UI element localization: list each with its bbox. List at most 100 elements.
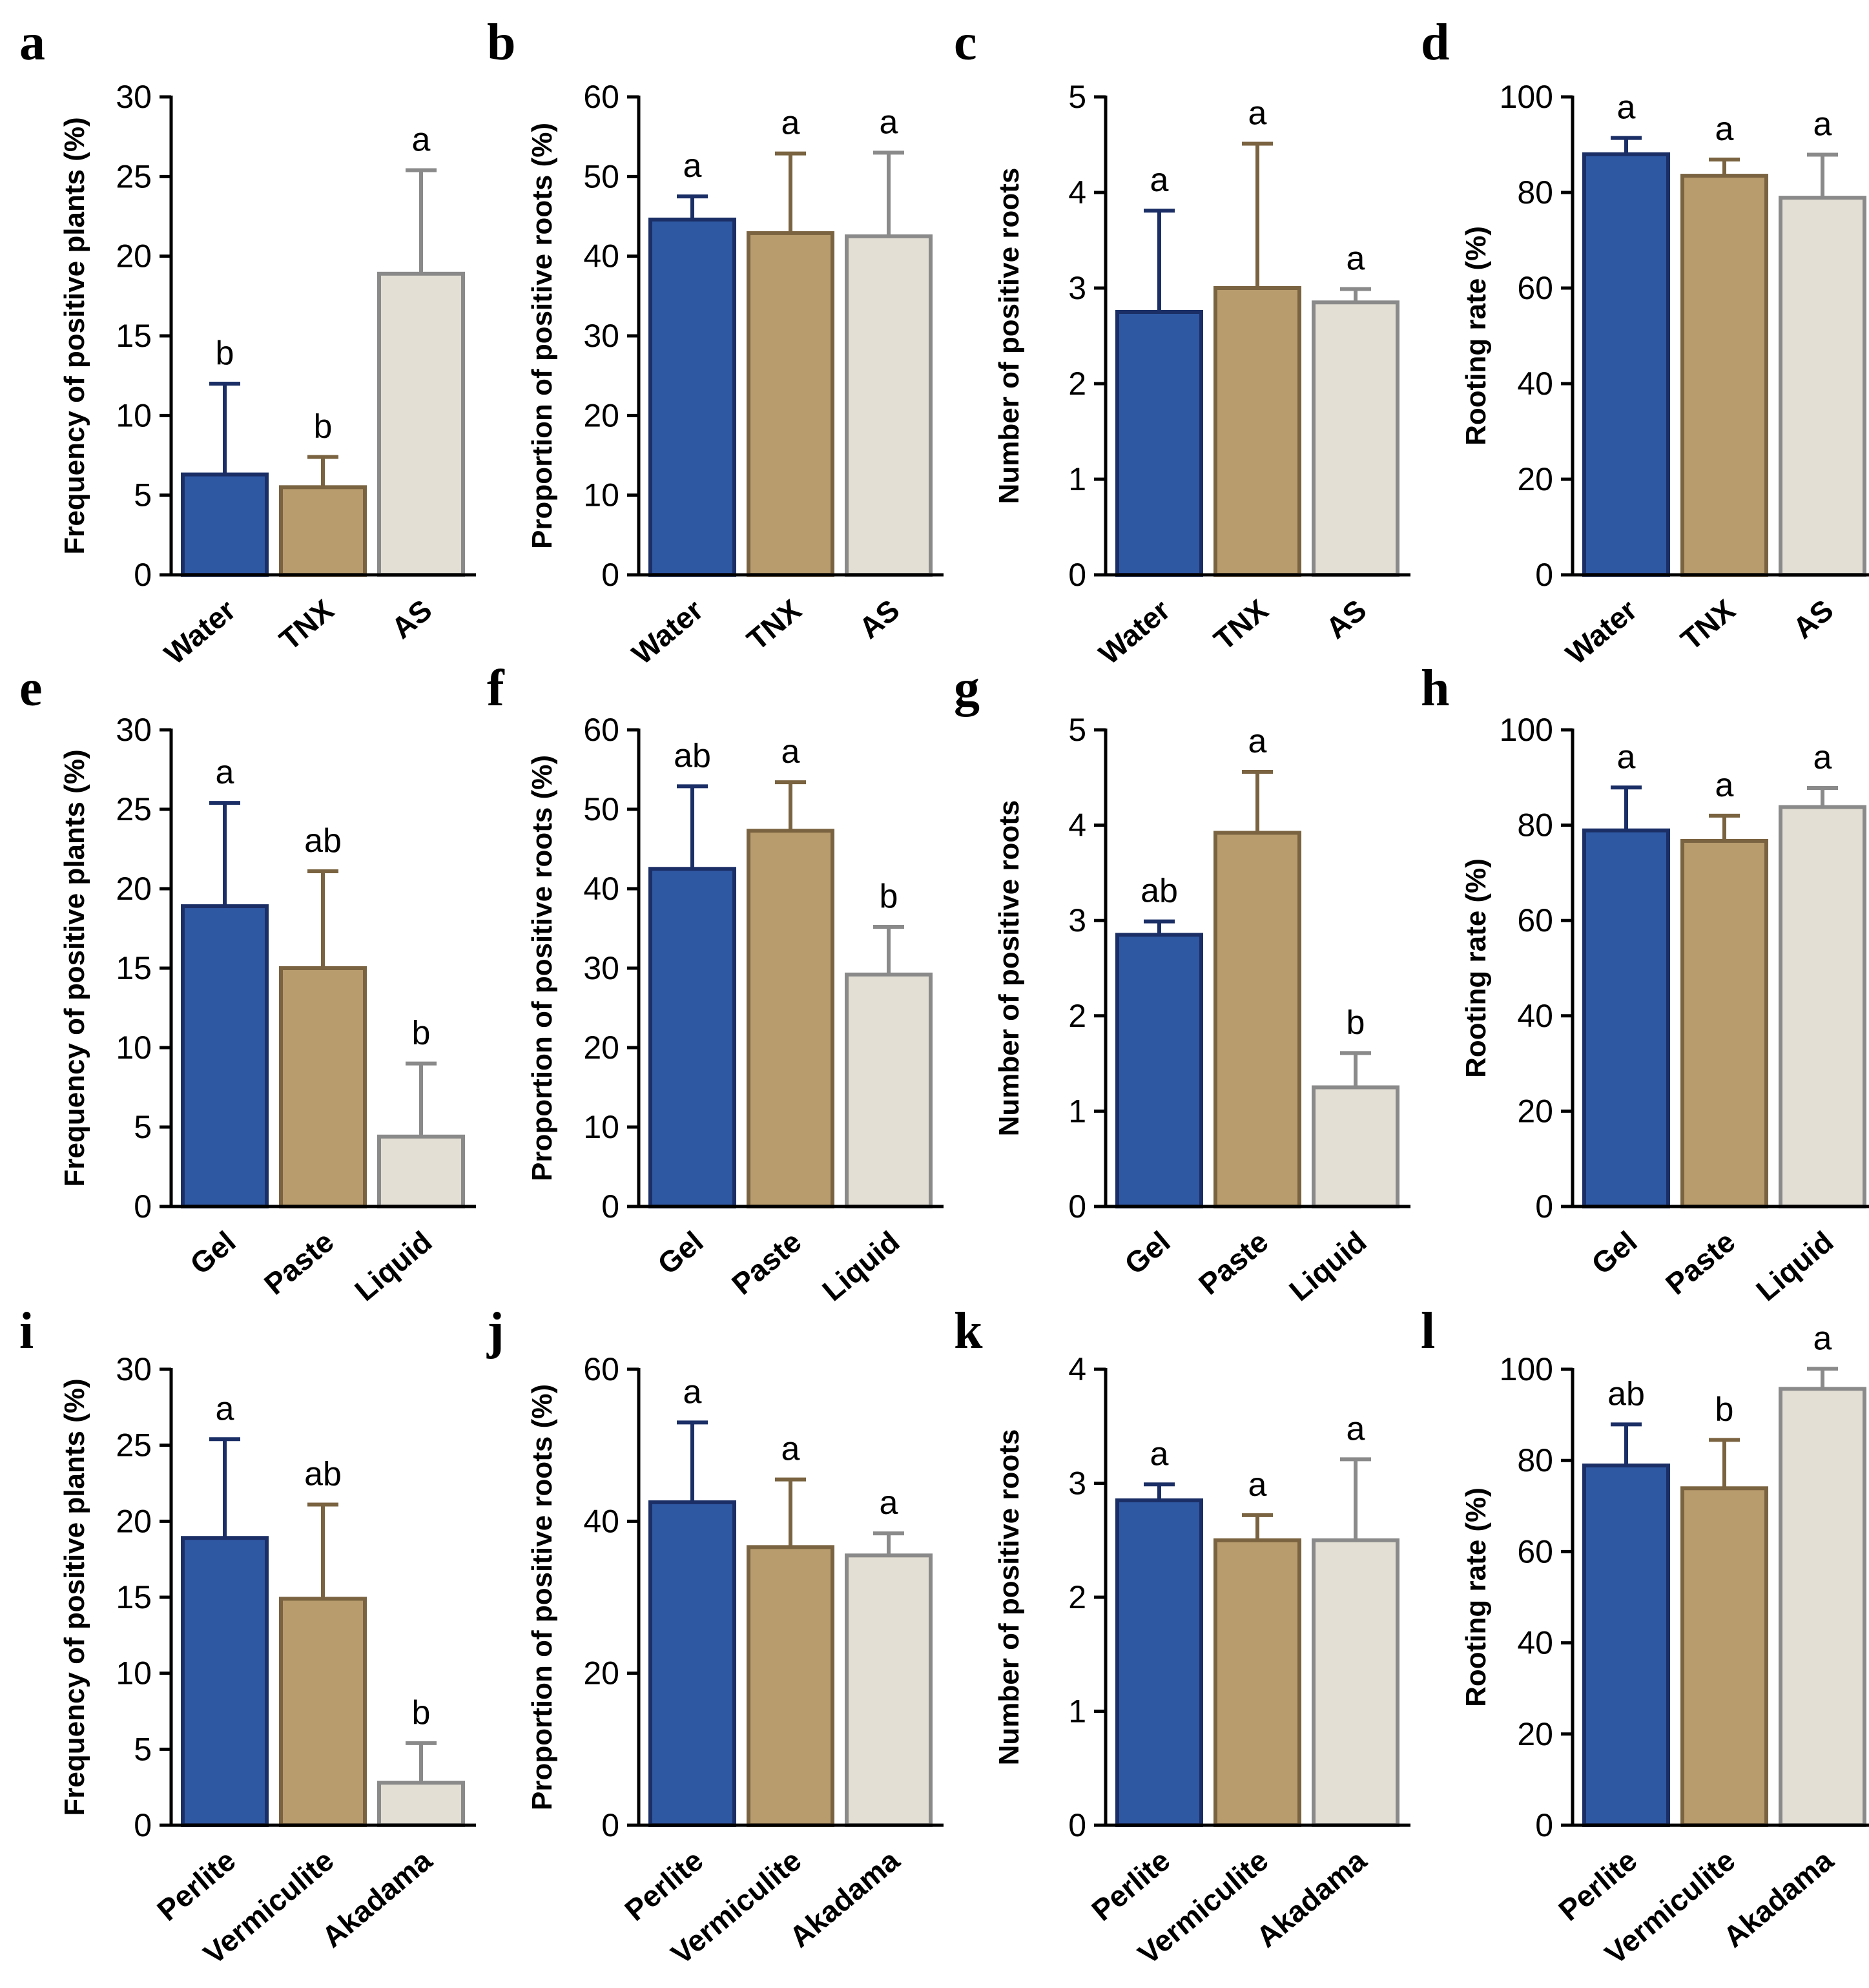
bar-gel xyxy=(648,867,736,1208)
y-tick-label: 2 xyxy=(1068,366,1086,402)
significance-letter: a xyxy=(1617,89,1636,127)
y-tick-label: 10 xyxy=(116,1030,152,1066)
x-tick-label: Paste xyxy=(1192,1225,1274,1301)
panel-e: e 0 5 10 15 20 25 30 Frequency of positive plant… xyxy=(19,660,476,1307)
x-tick-label: AS xyxy=(1786,593,1839,645)
y-tick-label: 10 xyxy=(116,1655,152,1692)
panel-letter: d xyxy=(1421,14,1450,71)
significance-letter: a xyxy=(781,105,800,142)
x-tick-label: Liquid xyxy=(348,1225,438,1308)
bar-akadama xyxy=(377,1781,465,1828)
significance-letter: ab xyxy=(304,1455,342,1493)
x-tick-label: Gel xyxy=(651,1225,709,1281)
y-tick-label: 5 xyxy=(1068,79,1086,115)
y-tick-label: 0 xyxy=(1068,1188,1086,1225)
bar-perlite xyxy=(648,1500,736,1828)
y-tick-label: 20 xyxy=(583,1655,619,1692)
y-axis-label: Proportion of positive roots (%) xyxy=(526,1384,558,1810)
y-tick-label: 30 xyxy=(583,318,619,354)
significance-letter: a xyxy=(880,1484,898,1522)
y-tick-label: 25 xyxy=(116,158,152,194)
y-axis-label: Proportion of positive roots (%) xyxy=(526,123,558,549)
y-tick-label: 20 xyxy=(116,1503,152,1539)
significance-letter: a xyxy=(683,147,702,185)
bar-liquid xyxy=(845,972,933,1208)
significance-letter: b xyxy=(1347,1004,1365,1041)
y-tick-label: 30 xyxy=(583,950,619,986)
y-tick-label: 80 xyxy=(1517,1442,1553,1478)
x-tick-label: Paste xyxy=(258,1225,340,1301)
y-tick-label: 1 xyxy=(1068,461,1086,497)
y-tick-label: 60 xyxy=(583,79,619,115)
x-tick-label: Water xyxy=(1559,593,1643,671)
significance-letter: ab xyxy=(304,822,342,860)
significance-letter: a xyxy=(1813,106,1832,143)
x-tick-label: Akadama xyxy=(315,1843,438,1954)
panel-letter: j xyxy=(486,1303,504,1360)
bar-paste xyxy=(279,966,367,1208)
significance-letter: a xyxy=(1813,1320,1832,1357)
x-tick-label: Gel xyxy=(1585,1225,1643,1281)
x-tick-label: Paste xyxy=(725,1225,807,1301)
y-axis-label: Rooting rate (%) xyxy=(1460,226,1492,446)
y-tick-label: 3 xyxy=(1068,902,1086,938)
x-tick-label: AS xyxy=(1319,593,1372,645)
y-tick-label: 5 xyxy=(134,1109,152,1145)
significance-letter: a xyxy=(1347,1410,1365,1447)
y-tick-label: 50 xyxy=(583,791,619,827)
y-axis-label: Number of positive roots xyxy=(993,168,1025,504)
y-tick-label: 20 xyxy=(583,1030,619,1066)
y-tick-label: 0 xyxy=(601,1807,619,1843)
significance-letter: a xyxy=(880,103,898,141)
bar-as xyxy=(1779,196,1866,577)
y-tick-label: 25 xyxy=(116,1427,152,1464)
y-tick-label: 30 xyxy=(116,1351,152,1387)
y-tick-label: 0 xyxy=(1068,557,1086,593)
y-tick-label: 40 xyxy=(1517,366,1553,402)
panel-letter: f xyxy=(487,660,505,717)
significance-letter: a xyxy=(1248,95,1267,132)
bar-liquid xyxy=(377,1134,465,1209)
y-tick-label: 60 xyxy=(583,1351,619,1387)
x-tick-label: Liquid xyxy=(1283,1225,1372,1308)
y-tick-label: 40 xyxy=(583,238,619,274)
x-tick-label: Akadama xyxy=(1717,1843,1839,1954)
bar-as xyxy=(845,234,933,577)
bar-akadama xyxy=(1312,1538,1399,1827)
y-tick-label: 4 xyxy=(1068,1351,1086,1387)
bar-liquid xyxy=(1779,805,1866,1208)
y-tick-label: 80 xyxy=(1517,807,1553,844)
significance-letter: b xyxy=(314,408,333,445)
bar-as xyxy=(1312,300,1399,577)
y-tick-label: 100 xyxy=(1500,79,1553,115)
y-tick-label: 5 xyxy=(1068,712,1086,748)
bar-vermiculite xyxy=(747,1545,834,1828)
panel-letter: i xyxy=(19,1303,34,1360)
y-tick-label: 0 xyxy=(134,557,152,593)
y-tick-label: 2 xyxy=(1068,1579,1086,1615)
y-tick-label: 25 xyxy=(116,791,152,827)
y-tick-label: 4 xyxy=(1068,807,1086,844)
y-tick-label: 60 xyxy=(1517,1533,1553,1569)
significance-letter: a xyxy=(781,1431,800,1468)
bar-liquid xyxy=(1312,1085,1399,1208)
x-tick-label: TNX xyxy=(1208,593,1275,657)
y-tick-label: 40 xyxy=(583,871,619,907)
panel-f: f 0 10 20 30 40 50 60 Proportion of positive roo… xyxy=(487,660,944,1307)
panel-letter: a xyxy=(19,14,45,71)
y-tick-label: 20 xyxy=(1517,1716,1553,1752)
bar-vermiculite xyxy=(1213,1538,1301,1827)
significance-letter: ab xyxy=(674,737,711,774)
x-tick-label: Water xyxy=(625,593,709,671)
panel-letter: l xyxy=(1421,1303,1435,1360)
y-tick-label: 0 xyxy=(1535,1188,1553,1225)
bar-tnx xyxy=(279,485,367,577)
x-tick-label: Liquid xyxy=(816,1225,905,1308)
bar-water xyxy=(1115,310,1203,577)
y-tick-label: 15 xyxy=(116,318,152,354)
x-tick-label: Gel xyxy=(183,1225,242,1281)
y-tick-label: 40 xyxy=(583,1503,619,1539)
bar-water xyxy=(648,217,736,577)
